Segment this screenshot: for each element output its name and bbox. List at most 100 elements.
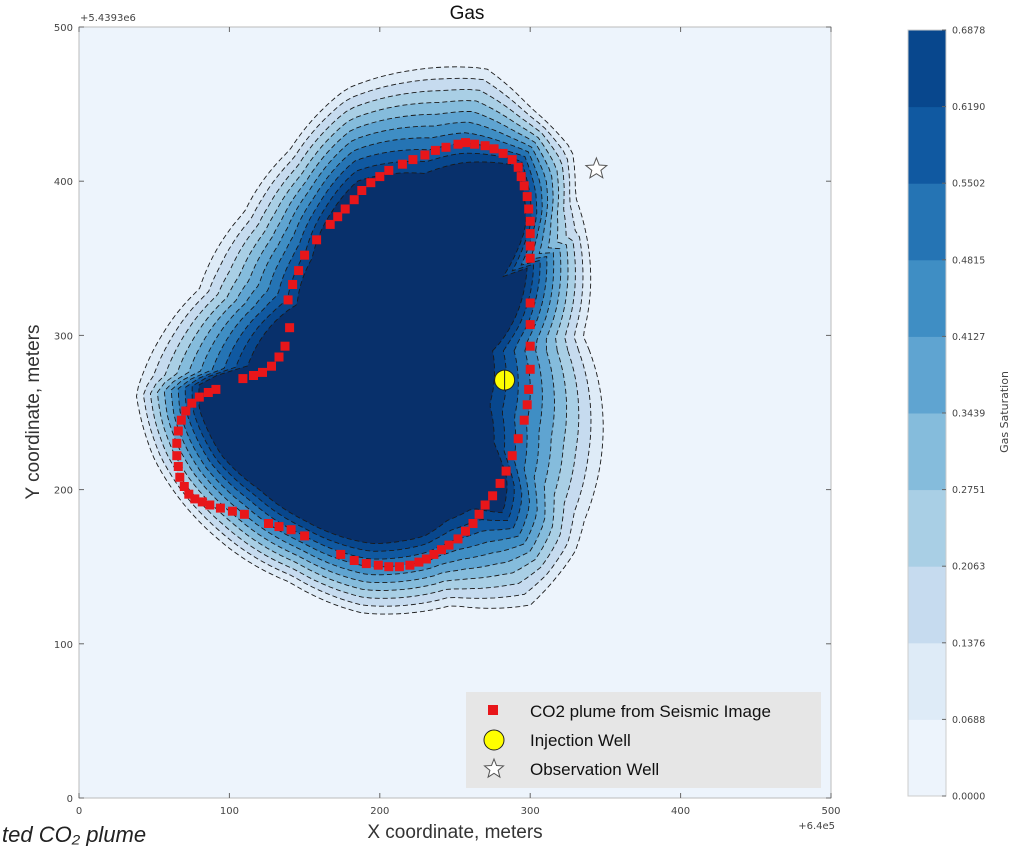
plume-point bbox=[525, 341, 535, 351]
plume-point bbox=[421, 554, 431, 564]
plume-point bbox=[489, 144, 499, 154]
legend-injection-label: Injection Well bbox=[530, 731, 631, 750]
y-offset-label: +5.4393e6 bbox=[80, 13, 136, 24]
colorbar-tick-label: 0.0000 bbox=[952, 792, 985, 803]
plume-point bbox=[513, 162, 523, 172]
plume-point bbox=[488, 491, 498, 501]
plume-point bbox=[480, 141, 490, 151]
legend-plume-marker bbox=[488, 705, 498, 715]
colorbar-band bbox=[908, 106, 946, 184]
plume-point bbox=[294, 266, 304, 276]
plume-point bbox=[405, 560, 415, 570]
plume-point bbox=[286, 525, 296, 535]
plume-point bbox=[524, 204, 534, 214]
plume-point bbox=[184, 489, 194, 499]
colorbar-tick-label: 0.3439 bbox=[952, 409, 985, 420]
plume-point bbox=[461, 526, 470, 536]
x-axis: 0 100 200 300 400 500 bbox=[76, 27, 841, 817]
plume-point bbox=[453, 534, 463, 544]
plume-point bbox=[211, 384, 221, 394]
plume-point bbox=[173, 462, 183, 471]
colorbar-band bbox=[908, 566, 946, 644]
plume-point bbox=[194, 392, 204, 402]
y-tick-label: 200 bbox=[54, 486, 73, 497]
x-tick-label: 100 bbox=[220, 806, 239, 817]
colorbar-band bbox=[908, 489, 946, 567]
plume-point bbox=[349, 195, 359, 205]
legend-observation-label: Observation Well bbox=[530, 760, 659, 779]
plume-point bbox=[507, 155, 517, 165]
colorbar-band bbox=[908, 30, 946, 108]
plume-point bbox=[175, 472, 185, 482]
plume-point bbox=[375, 172, 385, 182]
plume-point bbox=[249, 371, 258, 380]
plume-point bbox=[336, 549, 346, 559]
contour-line bbox=[177, 132, 548, 568]
colorbar-tick-label: 0.5502 bbox=[952, 179, 985, 190]
contour-line bbox=[170, 121, 555, 576]
caption-fragment: ted CO₂ plume bbox=[2, 824, 147, 846]
observation-well bbox=[584, 156, 609, 179]
contour-line bbox=[136, 66, 604, 615]
colorbar-band bbox=[908, 183, 946, 261]
plume-point bbox=[238, 374, 248, 384]
plume-point bbox=[480, 500, 490, 510]
plume-point bbox=[283, 295, 293, 305]
plume-point bbox=[190, 494, 200, 504]
plume-point bbox=[519, 415, 529, 425]
plume-point bbox=[470, 139, 480, 149]
plume-point bbox=[366, 178, 376, 188]
plume-point bbox=[264, 519, 273, 528]
colorbar-tick-label: 0.0688 bbox=[952, 715, 985, 726]
legend-box bbox=[466, 692, 821, 788]
colorbar-tick-label: 0.6190 bbox=[952, 102, 985, 113]
plume-point bbox=[172, 438, 182, 448]
contour-line bbox=[163, 111, 562, 584]
plume-point bbox=[312, 235, 322, 245]
plume-point bbox=[397, 159, 407, 169]
plume-markers bbox=[172, 138, 535, 572]
plume-point bbox=[340, 204, 350, 214]
y-tick-label: 500 bbox=[54, 23, 73, 34]
plume-point bbox=[437, 545, 446, 555]
plume-point bbox=[274, 522, 284, 532]
plume-point bbox=[349, 556, 359, 565]
plume-point bbox=[516, 172, 526, 182]
legend: CO2 plume from Seismic Image Injection W… bbox=[466, 692, 821, 788]
plume-point bbox=[325, 219, 335, 229]
plume-point bbox=[414, 557, 424, 567]
plume-point bbox=[172, 451, 182, 461]
plume-point bbox=[285, 323, 295, 333]
plume-point bbox=[524, 384, 534, 394]
y-tick-label: 0 bbox=[67, 794, 73, 805]
plume-point bbox=[453, 139, 463, 149]
plume-point bbox=[384, 562, 394, 572]
y-tick-label: 100 bbox=[54, 640, 73, 651]
plume-point bbox=[461, 138, 470, 148]
plume-point bbox=[258, 367, 267, 377]
plot-frame bbox=[78, 26, 832, 799]
plume-point bbox=[205, 500, 215, 510]
plume-point bbox=[495, 478, 505, 488]
plume-point bbox=[522, 400, 532, 410]
plume-point bbox=[361, 559, 371, 569]
plume-point bbox=[227, 506, 237, 516]
colorbar-label: Gas Saturation bbox=[998, 371, 1011, 453]
plume-point bbox=[525, 241, 535, 251]
plume-point bbox=[373, 560, 383, 570]
colorbar-tick-label: 0.2063 bbox=[952, 562, 985, 573]
plume-point bbox=[384, 165, 394, 175]
plume-point bbox=[288, 280, 298, 289]
plume-point bbox=[420, 150, 430, 160]
plume-point bbox=[300, 250, 310, 260]
plume-point bbox=[513, 434, 523, 444]
plume-point bbox=[215, 503, 225, 513]
plume-point bbox=[181, 406, 191, 416]
chart-title: Gas bbox=[450, 3, 485, 24]
x-offset-label: +6.4e5 bbox=[798, 821, 835, 832]
plume-point bbox=[280, 341, 290, 351]
contour-line bbox=[156, 100, 569, 591]
plume-point bbox=[468, 519, 478, 528]
plume-point bbox=[525, 216, 535, 226]
x-tick-label: 400 bbox=[671, 806, 690, 817]
